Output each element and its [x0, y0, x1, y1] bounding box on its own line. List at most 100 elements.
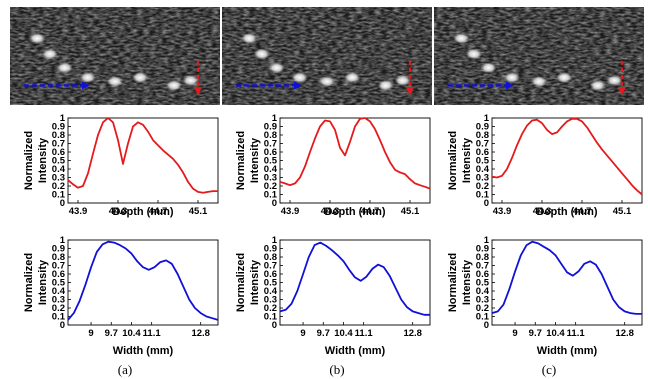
- bright-scatterer: [377, 79, 394, 91]
- bright-scatterer: [556, 72, 573, 84]
- x-axis-label: Depth (mm): [324, 206, 385, 218]
- panel-caption: (c): [542, 362, 556, 377]
- y-tick-label: 0.5: [52, 156, 66, 167]
- y-axis-label-line2: Intensity: [37, 259, 49, 305]
- x-tick-label: 43.9: [69, 206, 88, 217]
- x-axis-label: Width (mm): [113, 345, 174, 357]
- y-tick-label: 0.8: [264, 252, 277, 263]
- y-tick-label: 0.3: [476, 295, 489, 306]
- y-tick-label: 0.2: [264, 181, 277, 192]
- y-tick-label: 0.8: [52, 252, 65, 263]
- y-tick-label: 0: [484, 320, 489, 331]
- intensity-profile-line: [491, 240, 642, 315]
- y-tick-label: 0.4: [476, 286, 490, 297]
- ultrasound-image: [10, 7, 220, 105]
- bright-scatterer: [503, 72, 520, 84]
- y-tick-label: 0: [272, 320, 277, 331]
- y-axis-label-line1: Normalized: [447, 131, 459, 190]
- x-tick-label: 11.1: [567, 328, 586, 339]
- x-axis-label: Depth (mm): [112, 206, 173, 218]
- y-tick-label: 0.1: [264, 190, 278, 201]
- x-axis-label: Width (mm): [325, 345, 386, 357]
- y-tick-label: 0.2: [476, 181, 489, 192]
- bright-scatterer: [29, 32, 46, 44]
- depth-plot: 00.10.20.30.40.50.60.70.80.91 43.9 44.3 44.…: [447, 113, 643, 218]
- y-tick-label: 0.1: [476, 190, 490, 201]
- y-tick-label: 0.6: [52, 147, 65, 158]
- bright-scatterer: [241, 32, 258, 44]
- bright-scatterer: [253, 48, 270, 60]
- y-tick-label: 0.6: [52, 269, 65, 280]
- y-tick-label: 0.1: [264, 312, 278, 323]
- bright-scatterer: [465, 48, 482, 60]
- speckle-texture: [434, 7, 644, 105]
- y-tick-label: 0.3: [52, 173, 65, 184]
- y-axis-label-line1: Normalized: [447, 253, 459, 312]
- bright-scatterer: [606, 75, 623, 86]
- bright-scatterer: [132, 72, 149, 84]
- x-tick-label: 10.4: [122, 328, 141, 339]
- bright-scatterer: [589, 79, 606, 91]
- x-tick-label: 11.1: [355, 328, 374, 339]
- y-axis-label-line2: Intensity: [249, 259, 261, 305]
- intensity-profile-line: [67, 117, 218, 194]
- x-tick-label: 44.7: [149, 206, 168, 217]
- x-tick-label: 44.3: [533, 206, 552, 217]
- y-tick-label: 1: [484, 113, 490, 124]
- y-tick-label: 0.7: [476, 139, 489, 150]
- y-tick-label: 0.5: [476, 278, 490, 289]
- y-tick-label: 0.8: [52, 130, 65, 141]
- y-tick-label: 0: [60, 198, 65, 209]
- axes-frame: [279, 239, 431, 326]
- x-tick-label: 43.9: [493, 206, 512, 217]
- y-tick-label: 0.4: [264, 164, 278, 175]
- intensity-profile-line: [491, 117, 643, 196]
- y-tick-label: 0.4: [52, 164, 66, 175]
- speckle-texture: [222, 7, 432, 105]
- y-tick-label: 0.1: [52, 312, 66, 323]
- y-tick-label: 0.7: [476, 261, 489, 272]
- y-axis-label-line2: Intensity: [461, 259, 473, 305]
- y-axis-label-line2: Intensity: [249, 137, 261, 183]
- x-tick-label: 44.3: [109, 206, 128, 217]
- axes-frame: [491, 239, 643, 326]
- bright-scatterer: [182, 75, 199, 86]
- y-tick-label: 0.2: [264, 303, 277, 314]
- intensity-profile-line: [279, 117, 431, 190]
- panel-caption: (b): [329, 362, 344, 377]
- x-tick-label: 9.7: [529, 328, 542, 339]
- axes-frame: [491, 117, 643, 204]
- y-tick-label: 0.3: [476, 173, 489, 184]
- y-tick-label: 0.4: [264, 286, 278, 297]
- y-tick-label: 0.6: [264, 269, 277, 280]
- y-tick-label: 0.8: [476, 130, 489, 141]
- y-axis-label-line1: Normalized: [23, 253, 35, 312]
- y-tick-label: 0.1: [52, 190, 66, 201]
- width-plot: 00.10.20.30.40.50.60.70.80.91 9 9.7 10.4 11.…: [447, 235, 643, 357]
- axes-frame: [67, 239, 219, 326]
- y-axis-label-line1: Normalized: [235, 131, 247, 190]
- y-tick-label: 0: [272, 198, 277, 209]
- bright-scatterer: [319, 75, 335, 87]
- y-tick-label: 1: [60, 235, 66, 246]
- y-tick-label: 0.3: [264, 173, 277, 184]
- y-tick-label: 0.9: [52, 122, 65, 133]
- x-tick-label: 9.7: [105, 328, 118, 339]
- bright-scatterer: [480, 62, 497, 74]
- y-axis-label-line2: Intensity: [37, 137, 49, 183]
- x-tick-label: 45.1: [401, 206, 420, 217]
- y-tick-label: 0.7: [52, 139, 65, 150]
- y-tick-label: 0.7: [52, 261, 65, 272]
- ultrasound-image: [222, 7, 432, 105]
- y-tick-label: 0.6: [476, 147, 489, 158]
- y-tick-label: 0.9: [264, 122, 277, 133]
- x-tick-label: 12.8: [191, 328, 210, 339]
- x-tick-label: 9: [512, 328, 517, 339]
- bright-scatterer: [107, 75, 123, 87]
- bright-scatterer: [165, 79, 182, 91]
- y-tick-label: 0.7: [264, 139, 277, 150]
- bright-scatterer: [394, 75, 411, 86]
